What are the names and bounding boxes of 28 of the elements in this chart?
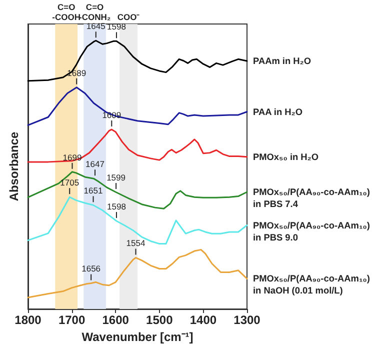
- annotation: 1645: [86, 21, 106, 32]
- x-axis-title: Wavenumber [cm⁻¹]: [82, 330, 194, 344]
- annotation: 1599: [106, 172, 126, 182]
- annotation: 1656: [82, 264, 101, 274]
- band-label: COO⁻: [117, 12, 140, 22]
- x-tick-label: 1600: [102, 313, 130, 327]
- annotation: 1554: [126, 238, 146, 248]
- series-label: PMOx₅₀ in H₂O: [253, 152, 319, 162]
- annotation: 1699: [62, 152, 82, 162]
- series-label: PAA in H₂O: [253, 106, 303, 117]
- series-label: PAAm in H₂O: [253, 56, 312, 66]
- series-label: PMOx₅₀/P(AA₉₀-co-AAm₁₀) in NaOH (0.01 mol/L): [253, 274, 370, 296]
- annotation: 1598: [107, 201, 126, 212]
- annotation: 1689: [67, 68, 86, 78]
- annotation: 1647: [86, 159, 105, 170]
- y-axis-title: Absorbance: [7, 132, 21, 202]
- x-tick-label: 1400: [190, 313, 217, 327]
- series-label: PMOx₅₀/P(AA₉₀-co-AAm₁₀) in PBS 9.0: [253, 220, 370, 242]
- x-tick-label: 1800: [14, 313, 42, 327]
- x-tick-label: 1700: [58, 313, 86, 327]
- band-label: C=O -COOH: [52, 2, 80, 22]
- annotation: 1651: [84, 186, 103, 196]
- annotation: 1598: [107, 22, 126, 32]
- x-tick-label: 1500: [146, 313, 174, 327]
- band-label: C=O -CONH₂: [78, 2, 111, 22]
- annotation: 1705: [60, 178, 80, 188]
- series-label: PMOx₅₀/P(AA₉₀-co-AAm₁₀) in PBS 7.4: [253, 186, 370, 209]
- x-tick-label: 1300: [234, 313, 261, 327]
